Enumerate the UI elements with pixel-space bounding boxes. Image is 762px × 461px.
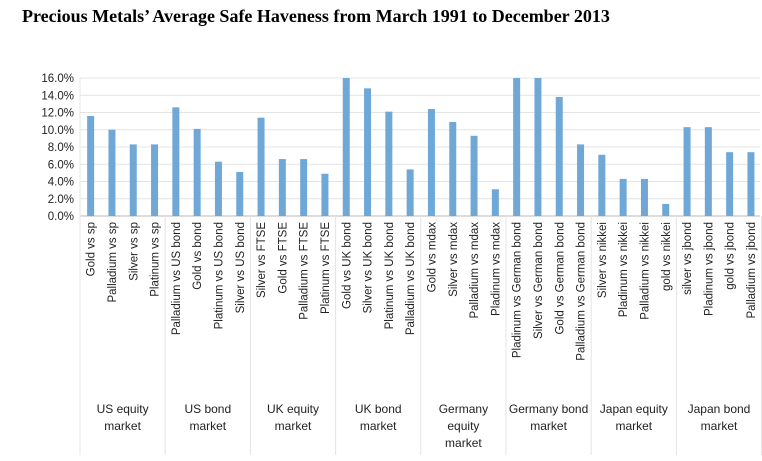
bar bbox=[406, 169, 414, 216]
group-label: Japan equity market bbox=[600, 402, 668, 433]
bar bbox=[300, 159, 308, 216]
category-label: Platinum vs UK bond bbox=[384, 222, 396, 329]
category-label: Silver vs mdax bbox=[448, 222, 460, 297]
category-label: Pladinum vs nikkei bbox=[618, 222, 630, 317]
bar bbox=[87, 115, 95, 216]
category-label: Gold vs sp bbox=[86, 222, 98, 276]
category-label: Platinum vs sp bbox=[150, 222, 162, 297]
bar bbox=[726, 152, 734, 216]
category-label: Gold vs German bond bbox=[554, 222, 566, 335]
bar bbox=[640, 178, 648, 216]
bar bbox=[491, 189, 499, 216]
group-label: Germany equity market bbox=[439, 402, 488, 450]
category-label: Pladinum vs mdax bbox=[490, 222, 502, 316]
category-label: Palladium vs sp bbox=[107, 222, 119, 303]
bar bbox=[577, 144, 585, 216]
bar bbox=[662, 203, 670, 216]
bar bbox=[236, 172, 244, 216]
y-tick-label: 10.0% bbox=[41, 125, 74, 137]
bar bbox=[172, 107, 180, 216]
bar bbox=[342, 78, 350, 216]
group-label: UK bond market bbox=[355, 402, 402, 433]
bar bbox=[151, 144, 159, 216]
bar bbox=[278, 159, 286, 216]
bar bbox=[470, 135, 478, 216]
group-label: Japan bond market bbox=[688, 402, 751, 433]
category-label: Platinum vs US bond bbox=[213, 222, 225, 329]
category-label: Palladium vs nikkei bbox=[639, 222, 651, 320]
y-tick-label: 14.0% bbox=[41, 90, 74, 102]
group-label: Germany bond market bbox=[509, 402, 588, 433]
category-label: Gold vs bond bbox=[192, 222, 204, 290]
category-label: Palladium vs mdax bbox=[469, 222, 481, 319]
bar bbox=[598, 154, 606, 216]
bar bbox=[747, 152, 755, 216]
category-label: Palladium vs German bond bbox=[576, 222, 588, 361]
category-label: Palladium vs FTSE bbox=[299, 222, 311, 320]
bar bbox=[513, 78, 521, 216]
category-label: Pladinum vs German bond bbox=[512, 222, 524, 358]
bar bbox=[193, 128, 201, 216]
bar bbox=[257, 117, 265, 216]
category-label: Palladium vs UK bond bbox=[405, 222, 417, 335]
bar bbox=[449, 121, 457, 216]
category-label: Pladinum vs jbond bbox=[703, 222, 715, 316]
bar bbox=[619, 178, 627, 216]
bar bbox=[129, 144, 137, 216]
y-tick-label: 12.0% bbox=[41, 108, 74, 120]
group-label: US bond market bbox=[184, 402, 231, 433]
category-label: Silver vs FTSE bbox=[256, 222, 268, 298]
category-label: Gold vs mdax bbox=[426, 222, 438, 293]
y-tick-label: 0.0% bbox=[48, 211, 74, 223]
y-tick-label: 16.0% bbox=[41, 73, 74, 85]
bar bbox=[534, 78, 542, 216]
category-label: Silver vs UK bond bbox=[363, 222, 375, 313]
category-label: Platinum vs FTSE bbox=[320, 222, 332, 314]
bar bbox=[214, 161, 222, 216]
category-label: Gold vs UK bond bbox=[341, 222, 353, 309]
category-label: silver vs jbond bbox=[682, 222, 694, 295]
category-label: Gold vs FTSE bbox=[277, 222, 289, 294]
y-tick-label: 6.0% bbox=[48, 159, 74, 171]
category-label: Silver vs US bond bbox=[235, 222, 247, 313]
bar bbox=[385, 111, 393, 216]
bar bbox=[683, 127, 691, 216]
bar bbox=[108, 129, 116, 216]
y-tick-label: 4.0% bbox=[48, 177, 74, 189]
category-label: gold vs nikkei bbox=[661, 222, 673, 291]
group-label: US equity market bbox=[97, 402, 149, 433]
y-tick-label: 2.0% bbox=[48, 194, 74, 206]
category-label: Silver vs sp bbox=[128, 222, 140, 281]
bar bbox=[364, 88, 372, 216]
bar bbox=[427, 109, 435, 216]
group-label: UK equity market bbox=[267, 402, 319, 433]
category-label: gold vs jbond bbox=[725, 222, 737, 290]
chart-title: Precious Metals’ Average Safe Haveness f… bbox=[22, 6, 610, 26]
y-tick-label: 8.0% bbox=[48, 142, 74, 154]
bar bbox=[555, 96, 563, 216]
bar bbox=[321, 173, 329, 216]
category-label: Palladium vs US bond bbox=[171, 222, 183, 335]
category-label: Silver vs nikkei bbox=[597, 222, 609, 298]
bar bbox=[704, 127, 712, 216]
category-label: Silver vs German bond bbox=[533, 222, 545, 339]
category-label: Palladium vs jbond bbox=[746, 222, 758, 319]
